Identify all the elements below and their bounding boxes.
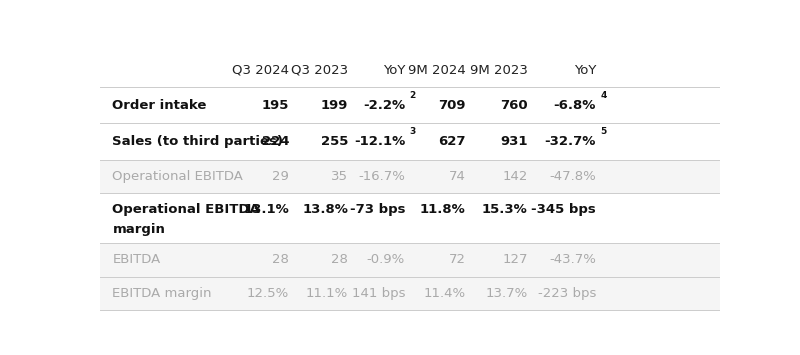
Bar <box>100 193 720 243</box>
Text: YoY: YoY <box>574 64 596 77</box>
Text: -16.7%: -16.7% <box>358 170 405 183</box>
Text: 9M 2024: 9M 2024 <box>408 64 466 77</box>
Text: 199: 199 <box>321 99 348 112</box>
Bar <box>100 243 720 277</box>
Text: Operational EBITDA: Operational EBITDA <box>112 170 243 183</box>
Text: -345 bps: -345 bps <box>531 203 596 216</box>
Text: YoY: YoY <box>382 64 405 77</box>
Text: EBITDA margin: EBITDA margin <box>112 287 212 300</box>
Bar <box>100 159 720 193</box>
Text: 142: 142 <box>502 170 528 183</box>
Text: 29: 29 <box>272 170 289 183</box>
Text: 9M 2023: 9M 2023 <box>470 64 528 77</box>
Text: -223 bps: -223 bps <box>538 287 596 300</box>
Text: 2: 2 <box>410 91 415 100</box>
Text: 13.7%: 13.7% <box>486 287 528 300</box>
Bar <box>100 277 720 311</box>
Text: 127: 127 <box>502 253 528 266</box>
Text: 28: 28 <box>272 253 289 266</box>
Text: Order intake: Order intake <box>112 99 206 112</box>
Text: 5: 5 <box>600 127 606 136</box>
Text: -6.8%: -6.8% <box>554 99 596 112</box>
Text: -73 bps: -73 bps <box>350 203 405 216</box>
Text: -12.1%: -12.1% <box>354 135 405 148</box>
Text: 3: 3 <box>410 127 415 136</box>
Text: 12.5%: 12.5% <box>247 287 289 300</box>
Text: 931: 931 <box>500 135 528 148</box>
Text: -47.8%: -47.8% <box>550 170 596 183</box>
Text: 255: 255 <box>321 135 348 148</box>
Text: 141 bps: 141 bps <box>351 287 405 300</box>
Text: -2.2%: -2.2% <box>363 99 405 112</box>
Text: 11.8%: 11.8% <box>420 203 466 216</box>
Bar <box>100 87 720 124</box>
Text: EBITDA: EBITDA <box>112 253 161 266</box>
Text: Sales (to third parties): Sales (to third parties) <box>112 135 283 148</box>
Text: 195: 195 <box>262 99 289 112</box>
Text: 709: 709 <box>438 99 466 112</box>
Text: -43.7%: -43.7% <box>549 253 596 266</box>
Text: 11.4%: 11.4% <box>424 287 466 300</box>
Text: 72: 72 <box>449 253 466 266</box>
Bar <box>100 124 720 159</box>
Text: 4: 4 <box>600 91 606 100</box>
Text: Operational EBITDA: Operational EBITDA <box>112 203 260 216</box>
Text: -32.7%: -32.7% <box>545 135 596 148</box>
Text: 15.3%: 15.3% <box>482 203 528 216</box>
Text: 13.8%: 13.8% <box>302 203 348 216</box>
Text: Q3 2023: Q3 2023 <box>291 64 348 77</box>
Text: Q3 2024: Q3 2024 <box>232 64 289 77</box>
Text: 11.1%: 11.1% <box>306 287 348 300</box>
Text: 13.1%: 13.1% <box>243 203 289 216</box>
Text: 74: 74 <box>449 170 466 183</box>
Text: 224: 224 <box>262 135 289 148</box>
Text: 627: 627 <box>438 135 466 148</box>
Text: 35: 35 <box>331 170 348 183</box>
Text: -0.9%: -0.9% <box>366 253 405 266</box>
Text: 760: 760 <box>500 99 528 112</box>
Text: margin: margin <box>112 223 166 236</box>
Text: 28: 28 <box>331 253 348 266</box>
